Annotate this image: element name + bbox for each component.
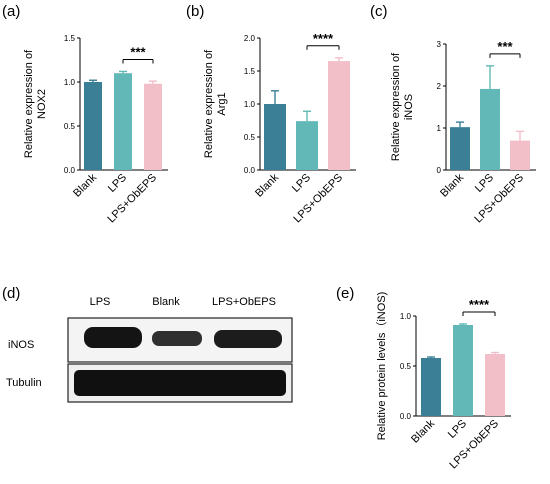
y-tick-label: 3 bbox=[437, 40, 442, 49]
significance-label: *** bbox=[497, 39, 513, 54]
bar-lps bbox=[453, 325, 473, 416]
bar-lps-obeps bbox=[144, 83, 162, 170]
wb-row-label-inos: iNOS bbox=[8, 339, 34, 351]
bar-lps-obeps bbox=[328, 61, 350, 170]
x-tick-label: Blank bbox=[253, 171, 281, 199]
wb-blot-tubulin bbox=[67, 363, 293, 403]
y-axis-label: Relative expression ofArg1 bbox=[203, 49, 228, 158]
wb-lane-label-2: Blank bbox=[152, 296, 180, 308]
y-tick-label: 1.5 bbox=[244, 67, 256, 76]
bar-lps-obeps bbox=[485, 354, 505, 416]
y-tick-label: 0.5 bbox=[244, 133, 256, 142]
x-tick-label: LPS bbox=[106, 172, 129, 195]
x-tick-label: LPS bbox=[446, 418, 469, 441]
wb-row-label-tubulin: Tubulin bbox=[6, 377, 42, 389]
y-tick-label: 0.0 bbox=[400, 412, 412, 421]
bar-lps-obeps bbox=[510, 140, 530, 170]
y-tick-label: 0.0 bbox=[244, 166, 256, 175]
y-tick-label: 1.0 bbox=[244, 100, 256, 109]
y-tick-label: 0.0 bbox=[64, 166, 76, 175]
chart-a: 0.0 0.5 1.0 1.5 Relative expression ofNOX2 Bl… bbox=[23, 34, 168, 225]
x-tick-label: Blank bbox=[438, 171, 466, 199]
panel-label-e: (e) bbox=[336, 285, 354, 302]
x-tick-label: LPS bbox=[290, 172, 313, 195]
y-axis-label: Relative protein levels（iNOS) bbox=[375, 292, 388, 441]
bar-lps bbox=[480, 88, 500, 170]
bar-blank bbox=[421, 358, 441, 416]
significance-label: **** bbox=[313, 31, 334, 46]
y-tick-label: 0 bbox=[437, 166, 442, 175]
y-tick-label: 0.5 bbox=[400, 362, 412, 371]
wb-blot-inos bbox=[67, 317, 293, 363]
wb-lane-label-1: LPS bbox=[90, 296, 111, 308]
western-blot: LPS Blank LPS+ObEPS iNOS Tubulin bbox=[6, 296, 293, 403]
y-axis-label: Relative expression ofiNOS bbox=[390, 52, 415, 161]
y-tick-label: 2 bbox=[437, 82, 442, 91]
x-tick-label: Blank bbox=[71, 171, 99, 199]
x-tick-label: Blank bbox=[409, 417, 437, 445]
bar-blank bbox=[450, 127, 470, 170]
chart-e: 0.0 0.5 1.0 Relative protein levels（iNOS) Bl… bbox=[375, 292, 511, 471]
significance-label: *** bbox=[130, 44, 146, 59]
y-tick-label: 2.0 bbox=[244, 34, 256, 43]
panel-label-d: (d) bbox=[2, 285, 20, 302]
y-tick-label: 1.0 bbox=[64, 78, 76, 87]
y-tick-label: 1.0 bbox=[400, 312, 412, 321]
wb-lane-label-3: LPS+ObEPS bbox=[212, 296, 276, 308]
y-tick-label: 1.5 bbox=[64, 34, 76, 43]
y-axis-label: Relative expression ofNOX2 bbox=[23, 49, 48, 158]
panel-label-c: (c) bbox=[370, 3, 388, 20]
y-tick-label: 1 bbox=[437, 124, 442, 133]
bar-blank bbox=[264, 104, 286, 170]
panel-label-a: (a) bbox=[2, 3, 20, 20]
significance-label: **** bbox=[469, 297, 490, 312]
bar-blank bbox=[84, 82, 102, 170]
panel-label-b: (b) bbox=[186, 3, 204, 20]
bar-lps bbox=[296, 121, 318, 170]
bar-charts: 0.0 0.5 1.0 1.5 Relative expression ofNOX2 Bl… bbox=[23, 31, 536, 471]
y-tick-label: 0.5 bbox=[64, 122, 76, 131]
chart-b: 0.0 0.5 1.0 1.5 2.0 Relative expression ofArg… bbox=[203, 31, 356, 225]
bar-lps bbox=[114, 73, 132, 170]
x-tick-label: LPS bbox=[473, 172, 496, 195]
